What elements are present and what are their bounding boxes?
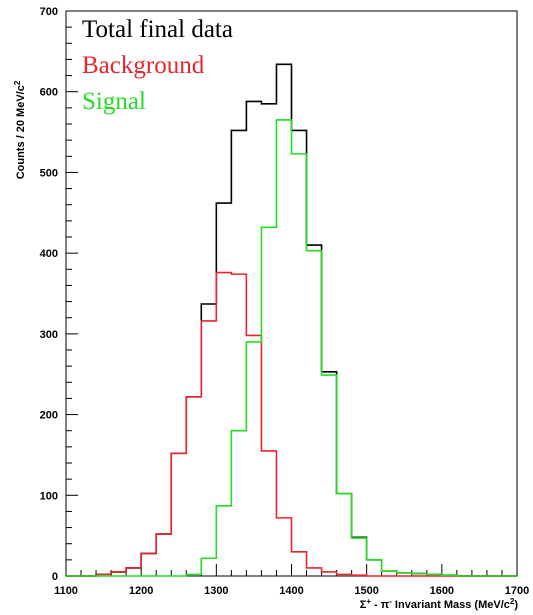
- y-axis-title-unit-sup: 2: [13, 80, 22, 85]
- y-tick-label: 100: [40, 490, 58, 502]
- x-axis-title-close: ): [514, 599, 518, 611]
- legend-label-background: Background: [82, 52, 205, 79]
- x-axis-title-pi: - π: [371, 599, 390, 611]
- x-axis-title-unit-sup: 2: [510, 597, 515, 606]
- series-background: [66, 271, 517, 577]
- legend-label-total: Total final data: [82, 16, 233, 43]
- legend-label-signal: Signal: [82, 88, 146, 115]
- series-layer: [66, 63, 517, 577]
- axes: 0 100 200 300 400 500 600 700 1100 1200 1300 1400 15…: [40, 6, 530, 597]
- x-axis-title-sigma-sup: +: [366, 597, 371, 606]
- series-signal: [66, 119, 517, 577]
- y-tick-label: 0: [52, 571, 58, 583]
- y-tick-label: 700: [40, 6, 58, 18]
- x-tick-label: 1700: [505, 585, 529, 597]
- x-axis-title-sigma: Σ: [360, 599, 367, 611]
- x-tick-label: 1500: [354, 585, 378, 597]
- x-tick-label: 1300: [204, 585, 228, 597]
- y-tick-label: 400: [40, 248, 58, 260]
- x-axis-title-pi-sup: -: [389, 597, 392, 606]
- x-tick-label: 1400: [279, 585, 303, 597]
- y-tick-label: 200: [40, 410, 58, 422]
- legend: Total final data Background Signal: [82, 16, 233, 115]
- x-tick-label: 1100: [54, 585, 78, 597]
- x-axis-title: Σ+ - π- Invariant Mass (MeV/c2): [360, 597, 519, 612]
- y-tick-label: 500: [40, 167, 58, 179]
- x-tick-label: 1600: [430, 585, 454, 597]
- y-axis-title: Counts / 20 MeV/c2: [13, 80, 28, 179]
- x-tick-label: 1200: [129, 585, 153, 597]
- y-tick-label: 600: [40, 87, 58, 99]
- x-axis-title-text: Invariant Mass (MeV/c: [392, 599, 510, 611]
- y-tick-label: 300: [40, 329, 58, 341]
- y-axis-title-text: Counts / 20 MeV/c: [15, 85, 27, 179]
